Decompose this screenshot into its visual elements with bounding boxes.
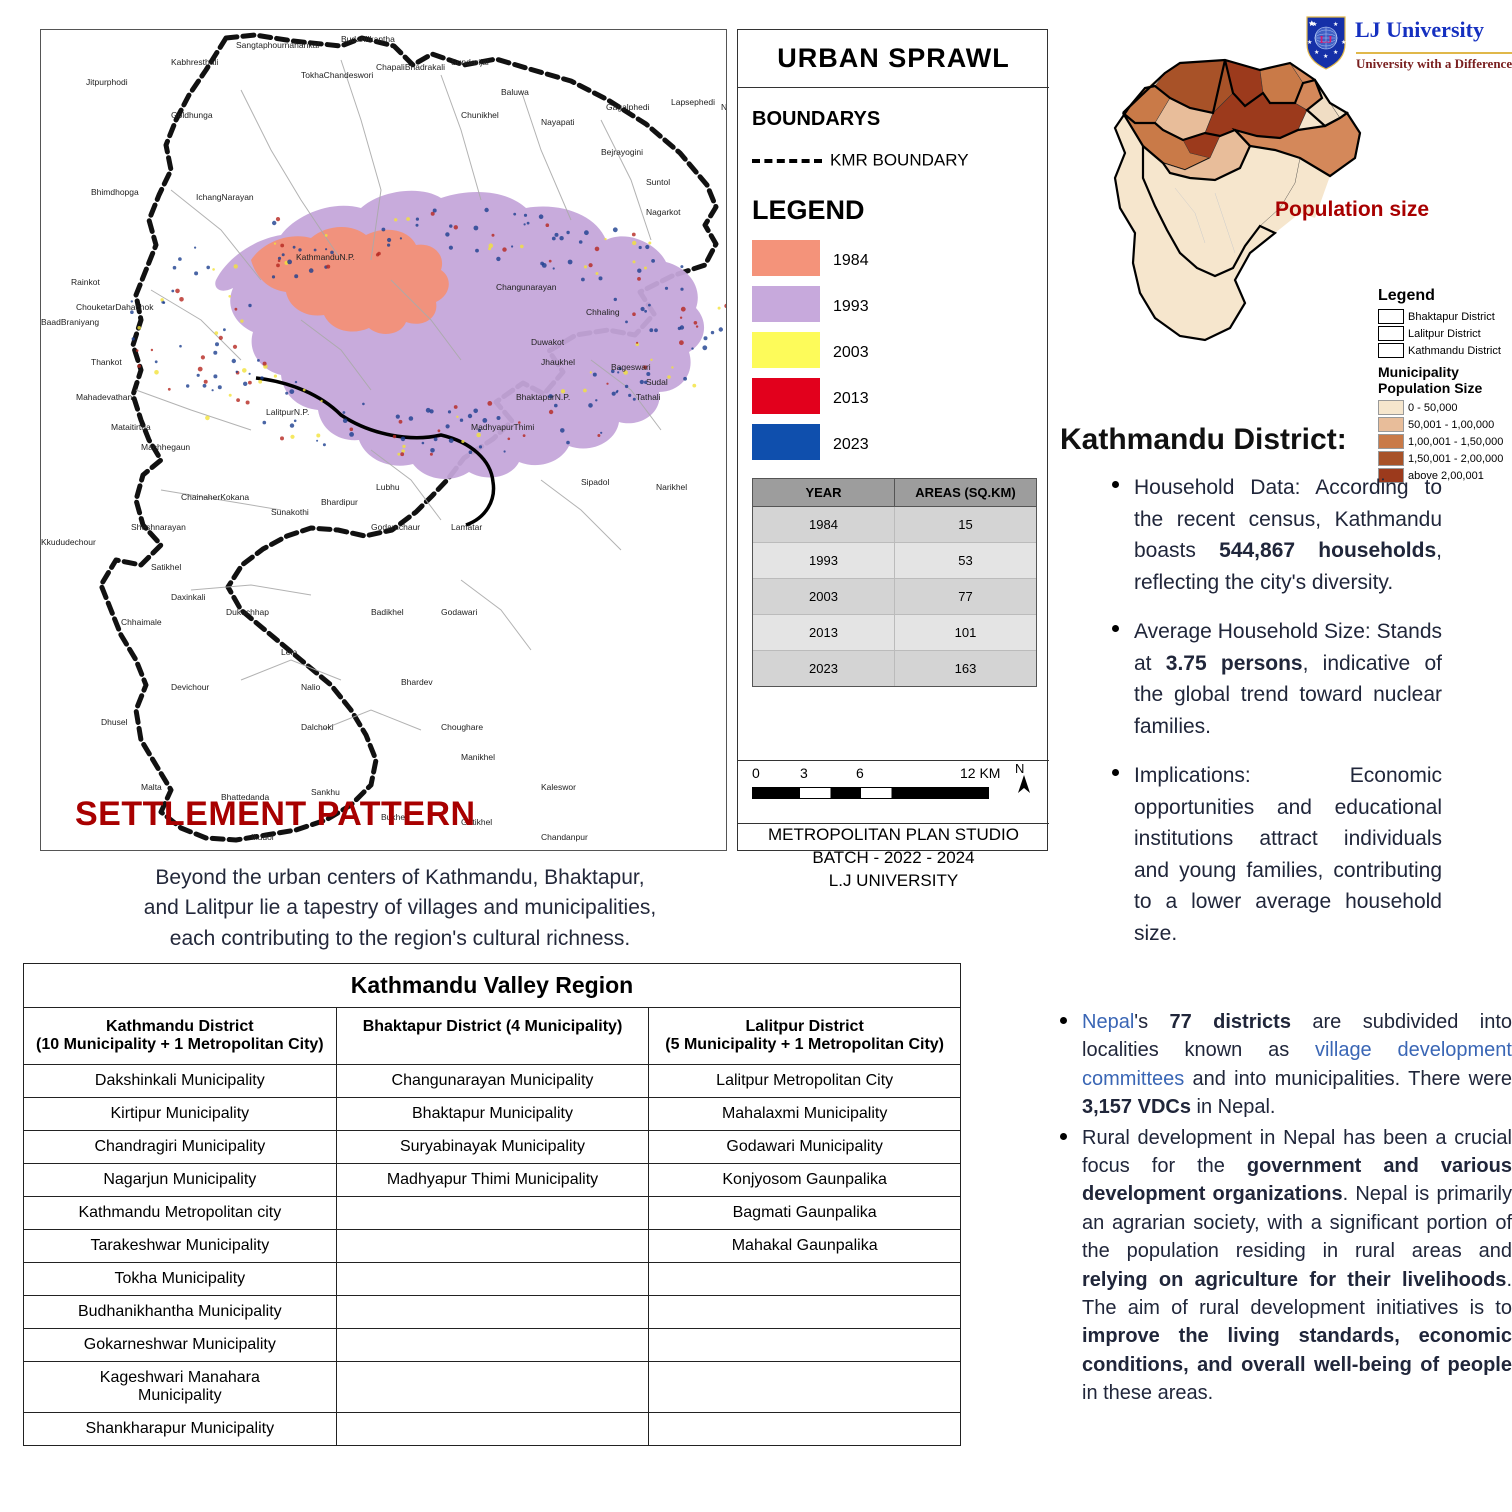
svg-text:Jitpurphodi: Jitpurphodi: [86, 77, 128, 87]
svg-text:Malta: Malta: [141, 782, 162, 792]
svg-text:Goldhunga: Goldhunga: [171, 110, 213, 120]
svg-text:Bhimdhopga: Bhimdhopga: [91, 187, 139, 197]
svg-text:Sangtaphournahankal: Sangtaphournahankal: [236, 40, 319, 50]
svg-text:Duwakot: Duwakot: [531, 337, 565, 347]
svg-text:Bhardev: Bhardev: [401, 677, 433, 687]
svg-text:Badikhel: Badikhel: [371, 607, 404, 617]
svg-text:Mataitirtha: Mataitirtha: [111, 422, 151, 432]
svg-text:Nayapati: Nayapati: [541, 117, 575, 127]
svg-text:Sheshnarayan: Sheshnarayan: [131, 522, 186, 532]
svg-text:ChouketarDahachok: ChouketarDahachok: [76, 302, 154, 312]
svg-text:LalitpurN.P.: LalitpurN.P.: [266, 407, 309, 417]
svg-text:Changunarayan: Changunarayan: [496, 282, 557, 292]
svg-text:Kabhresthali: Kabhresthali: [171, 57, 218, 67]
svg-text:Baluwa: Baluwa: [501, 87, 529, 97]
svg-text:Sipadol: Sipadol: [581, 477, 609, 487]
svg-text:MadhyapurThimi: MadhyapurThimi: [471, 422, 534, 432]
svg-text:Kaleswor: Kaleswor: [541, 782, 576, 792]
svg-text:Manikhel: Manikhel: [461, 752, 495, 762]
svg-text:Dukuchhap: Dukuchhap: [226, 607, 269, 617]
svg-text:Lamatar: Lamatar: [451, 522, 482, 532]
svg-text:Devichour: Devichour: [171, 682, 209, 692]
svg-text:Bageswari: Bageswari: [611, 362, 651, 372]
svg-text:ChainaherKokana: ChainaherKokana: [181, 492, 249, 502]
svg-text:★: ★: [1314, 49, 1319, 56]
svg-text:Dhusel: Dhusel: [101, 717, 128, 727]
svg-text:ChapaliBhadrakali: ChapaliBhadrakali: [376, 62, 445, 72]
svg-text:Chunikhel: Chunikhel: [461, 110, 499, 120]
svg-text:Chhaling: Chhaling: [586, 307, 620, 317]
svg-text:Dalchoki: Dalchoki: [301, 722, 334, 732]
svg-text:KathmanduN.P.: KathmanduN.P.: [296, 252, 355, 262]
svg-text:Naglobhare: Naglobhare: [721, 102, 727, 112]
svg-text:★: ★: [1312, 21, 1317, 28]
svg-text:Kkududechour: Kkududechour: [41, 537, 96, 547]
svg-text:Gagalphedi: Gagalphedi: [606, 102, 650, 112]
svg-text:Budanilkantha: Budanilkantha: [341, 34, 395, 44]
svg-text:Sunakothi: Sunakothi: [271, 507, 309, 517]
svg-text:★: ★: [1333, 21, 1338, 28]
svg-text:Chhaimale: Chhaimale: [121, 617, 162, 627]
svg-text:Lele: Lele: [281, 647, 297, 657]
svg-text:Sundarijal: Sundarijal: [451, 57, 489, 67]
svg-text:Rainkot: Rainkot: [71, 277, 100, 287]
svg-text:BhaktapurN.P.: BhaktapurN.P.: [516, 392, 570, 402]
svg-text:Satikhel: Satikhel: [151, 562, 181, 572]
svg-text:TokhaChandeswori: TokhaChandeswori: [301, 70, 373, 80]
svg-text:Jhaukhel: Jhaukhel: [541, 357, 575, 367]
svg-text:Tathali: Tathali: [636, 392, 661, 402]
svg-text:Nalio: Nalio: [301, 682, 321, 692]
svg-text:Daxinkali: Daxinkali: [171, 592, 206, 602]
svg-text:Godamchaur: Godamchaur: [371, 522, 420, 532]
svg-text:Nagarkot: Nagarkot: [646, 207, 681, 217]
svg-text:LJ: LJ: [1320, 34, 1333, 46]
svg-text:Bejrayogini: Bejrayogini: [601, 147, 643, 157]
svg-text:Narikhel: Narikhel: [656, 482, 687, 492]
svg-text:★: ★: [1307, 39, 1312, 46]
svg-text:Machhegaun: Machhegaun: [141, 442, 190, 452]
svg-text:★: ★: [1341, 39, 1346, 46]
svg-text:Sudal: Sudal: [646, 377, 668, 387]
svg-text:Lapsephedi: Lapsephedi: [671, 97, 715, 107]
svg-text:★: ★: [1333, 49, 1338, 56]
svg-text:Choughare: Choughare: [441, 722, 483, 732]
svg-text:BaadBraniyang: BaadBraniyang: [41, 317, 99, 327]
svg-text:Mahadevathan: Mahadevathan: [76, 392, 133, 402]
svg-text:Godawari: Godawari: [441, 607, 477, 617]
svg-text:Chandanpur: Chandanpur: [541, 832, 588, 842]
svg-text:Suntol: Suntol: [646, 177, 670, 187]
svg-text:Thankot: Thankot: [91, 357, 122, 367]
svg-text:Bhardipur: Bhardipur: [321, 497, 358, 507]
svg-text:Lubhu: Lubhu: [376, 482, 400, 492]
svg-text:IchangNarayan: IchangNarayan: [196, 192, 254, 202]
